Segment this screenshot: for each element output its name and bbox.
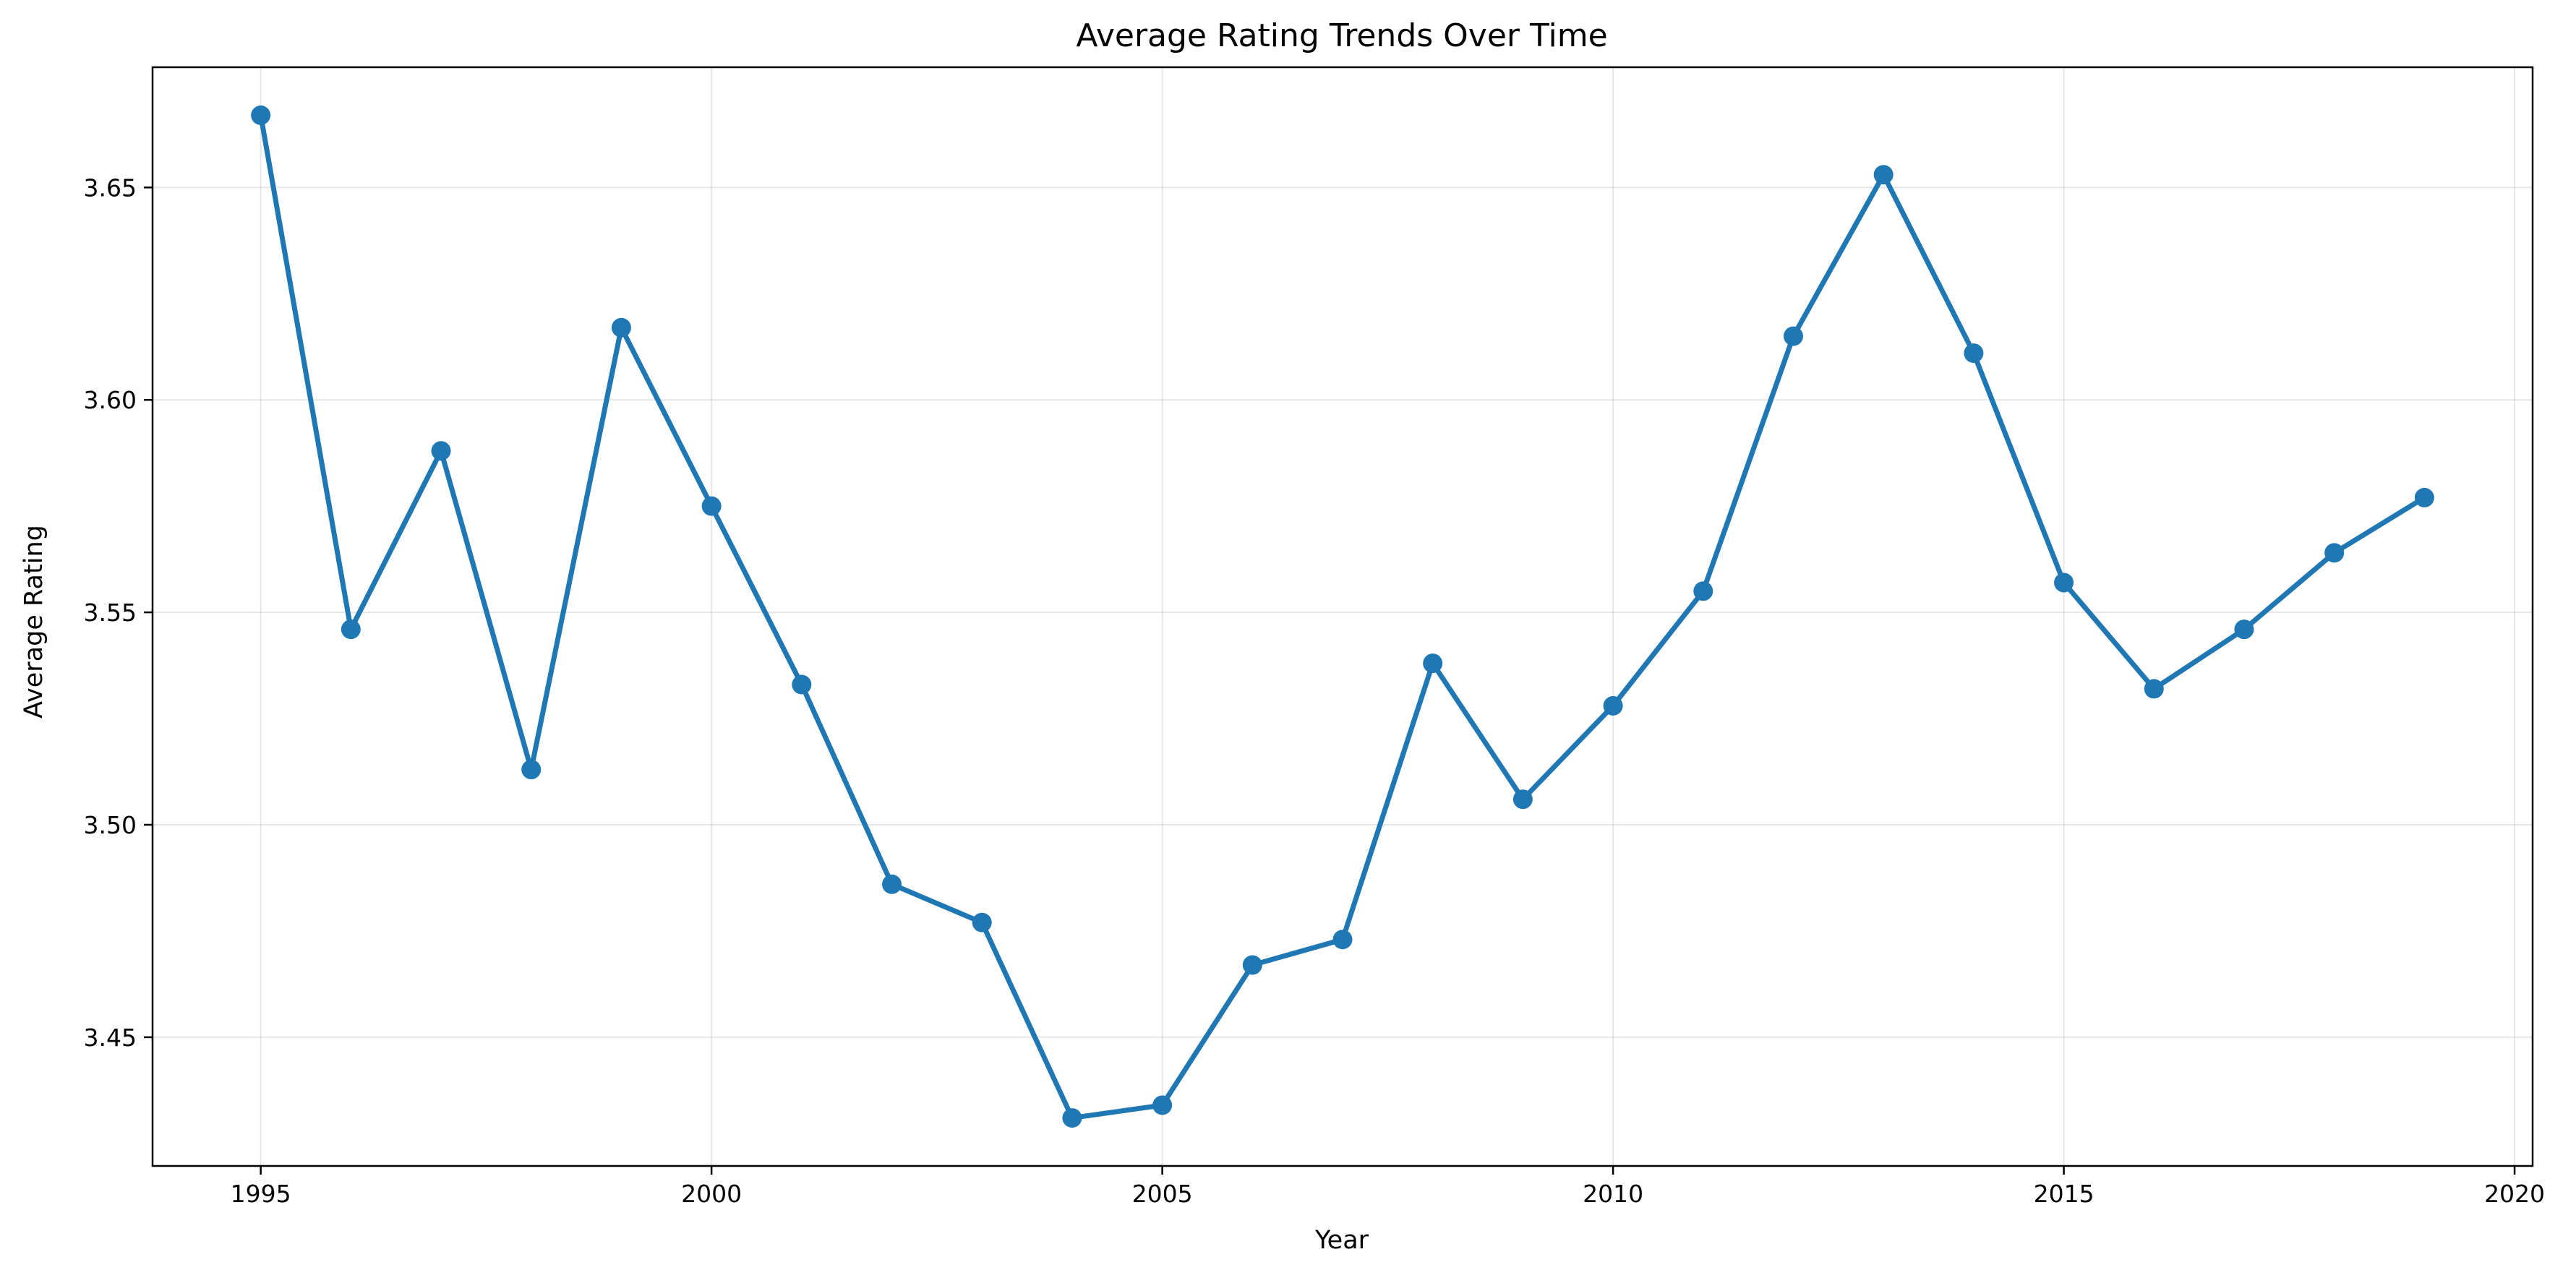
x-tick-label: 2015 bbox=[2034, 1180, 2094, 1208]
x-axis-label: Year bbox=[1314, 1226, 1369, 1255]
chart-title: Average Rating Trends Over Time bbox=[1076, 17, 1607, 54]
data-point bbox=[2234, 619, 2254, 640]
data-point bbox=[2324, 543, 2345, 563]
y-axis-label: Average Rating bbox=[20, 525, 48, 719]
data-point bbox=[1242, 955, 1262, 975]
data-point bbox=[1603, 695, 1623, 716]
data-point bbox=[882, 874, 902, 894]
data-point bbox=[1512, 789, 1533, 810]
data-point bbox=[792, 674, 812, 695]
data-point bbox=[1062, 1108, 1082, 1128]
x-tick-label: 2020 bbox=[2484, 1180, 2545, 1208]
data-point bbox=[521, 760, 542, 780]
axes: 1995 2000 2005 2010 2015 2020 3.45 3.50 3.55 3.60… bbox=[84, 66, 2545, 1208]
data-point bbox=[701, 496, 722, 516]
data-point bbox=[1873, 165, 1894, 185]
data-point bbox=[2054, 572, 2074, 593]
y-tick-label: 3.45 bbox=[84, 1024, 137, 1052]
data-point bbox=[2144, 679, 2164, 699]
x-tick-label: 2000 bbox=[681, 1180, 742, 1208]
data-point bbox=[341, 619, 361, 640]
y-tick-label: 3.50 bbox=[84, 811, 137, 839]
data-point bbox=[972, 912, 992, 932]
x-tick-label: 2010 bbox=[1583, 1180, 1643, 1208]
plot-frame bbox=[151, 66, 2534, 1167]
x-tick-label: 1995 bbox=[231, 1180, 291, 1208]
y-tick-label: 3.60 bbox=[84, 386, 137, 414]
data-point bbox=[611, 317, 631, 338]
grid-lines bbox=[153, 67, 2533, 1166]
x-tick-label: 2005 bbox=[1132, 1180, 1193, 1208]
data-point bbox=[1693, 581, 1713, 601]
data-point bbox=[1332, 930, 1353, 950]
series-average-rating bbox=[251, 105, 2434, 1128]
y-tick-label: 3.65 bbox=[84, 173, 137, 202]
data-point bbox=[1783, 326, 1803, 346]
data-point bbox=[251, 105, 271, 125]
data-point bbox=[1964, 343, 1984, 364]
y-tick-label: 3.55 bbox=[84, 599, 137, 627]
data-point bbox=[1423, 653, 1443, 674]
data-point bbox=[2414, 487, 2434, 507]
data-point bbox=[431, 441, 451, 461]
data-point bbox=[1152, 1095, 1173, 1115]
